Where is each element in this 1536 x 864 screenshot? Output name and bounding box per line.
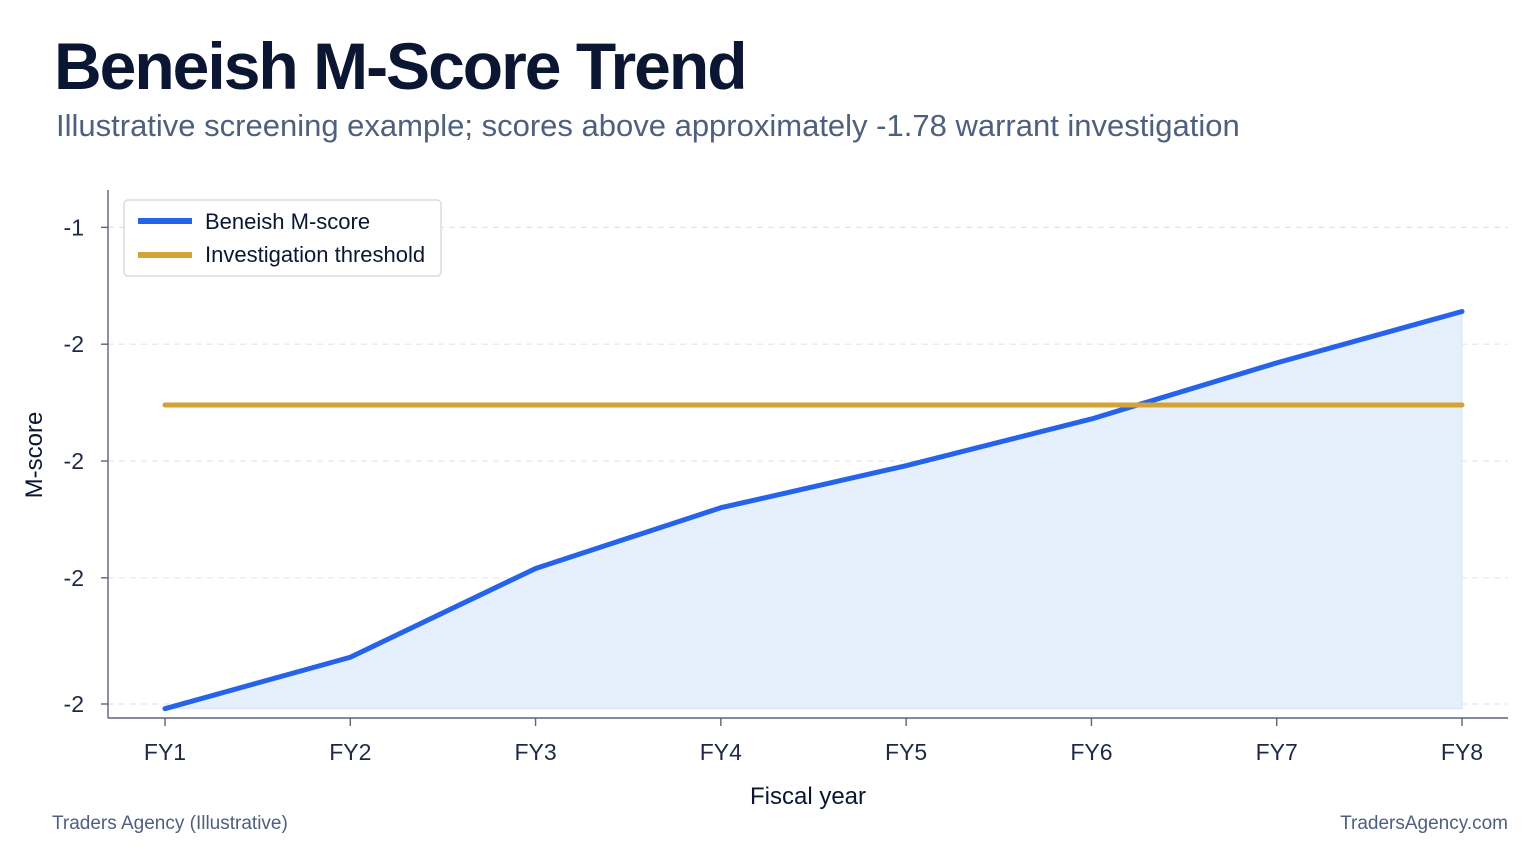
series-area-mscore xyxy=(164,310,1463,710)
x-tick-label: FY6 xyxy=(1070,739,1112,765)
series-line-mscore xyxy=(162,308,1465,712)
chart-title: Beneish M-Score Trend xyxy=(54,29,748,103)
series-area-layer xyxy=(164,310,1463,710)
legend-label-mscore: Beneish M-score xyxy=(205,209,370,234)
y-axis-title: M-score xyxy=(21,412,48,499)
legend: Beneish M-score Investigation threshold xyxy=(123,199,442,277)
x-tick-label: FY2 xyxy=(329,739,371,765)
footer-source: Traders Agency (Illustrative) xyxy=(52,813,288,834)
y-tick-label: -2 xyxy=(64,331,84,357)
y-tick-label: -2 xyxy=(64,691,84,717)
x-tick-label: FY3 xyxy=(514,739,556,765)
y-tick-label: -1 xyxy=(64,214,84,240)
x-tick-label: FY4 xyxy=(700,739,742,765)
tick-labels: -1 -2 -2 -2 -2 FY1 FY2 FY3 FY4 FY5 FY6 FY7 FY8 xyxy=(64,214,1484,765)
y-tick-label: -2 xyxy=(64,565,84,591)
x-axis-title: Fiscal year xyxy=(750,783,866,810)
legend-box xyxy=(123,199,442,277)
x-tick-label: FY5 xyxy=(885,739,927,765)
y-tick-label: -2 xyxy=(64,448,84,474)
x-tick-label: FY8 xyxy=(1441,739,1483,765)
series-line-layer xyxy=(162,308,1465,712)
x-tick-label: FY1 xyxy=(144,739,186,765)
x-tick-label: FY7 xyxy=(1256,739,1298,765)
chart-subtitle: Illustrative screening example; scores a… xyxy=(56,108,1240,143)
legend-label-threshold: Investigation threshold xyxy=(205,242,425,267)
footer-site: TradersAgency.com xyxy=(1340,813,1508,834)
axes xyxy=(101,190,1508,726)
